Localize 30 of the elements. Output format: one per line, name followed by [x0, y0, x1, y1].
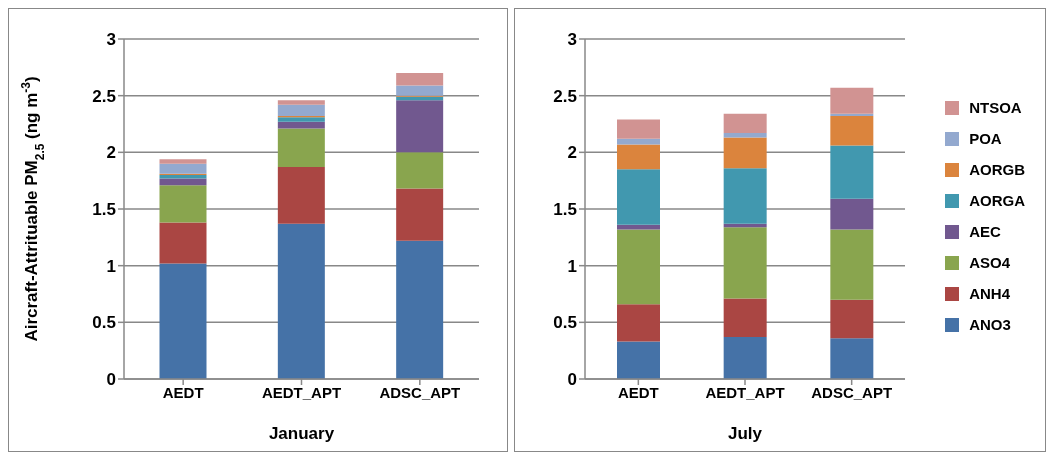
y-tick-label: 1.5	[553, 200, 577, 220]
y-tick-label: 1	[106, 256, 116, 276]
y-tick-label: 1	[567, 256, 577, 276]
x-axis-title: January	[268, 424, 335, 443]
legend-label: NTSOA	[969, 99, 1022, 116]
y-tick-label: 3	[106, 30, 116, 50]
legend-label: ANH4	[969, 285, 1010, 302]
y-tick-label: 2.5	[92, 86, 116, 106]
y-tick-label: 2	[106, 143, 116, 163]
x-tick-label: ADSC_APT	[379, 383, 461, 401]
y-tick-label: 3	[567, 30, 577, 50]
x-tick-label: AEDT	[617, 383, 659, 401]
legend-label: POA	[969, 130, 1002, 147]
legend-label: ANO3	[969, 316, 1011, 333]
y-tick-label: 1.5	[92, 200, 116, 220]
legend-label: AORGA	[969, 192, 1025, 209]
legend-label: AEC	[969, 223, 1001, 240]
x-tick-label: AEDT_APT	[705, 383, 785, 401]
y-tick-label: 0	[567, 370, 577, 390]
legend-label: ASO4	[969, 254, 1011, 271]
x-tick-label: ADSC_APT	[811, 383, 893, 401]
y-tick-label: 0	[106, 370, 116, 390]
legend-label: AORGB	[969, 161, 1025, 178]
y-tick-label: 2.5	[553, 86, 577, 106]
x-tick-label: AEDT_APT	[261, 383, 342, 401]
y-tick-label: 0.5	[92, 313, 116, 333]
x-tick-label: AEDT	[162, 383, 204, 401]
x-axis-title: July	[727, 424, 763, 443]
y-tick-label: 0.5	[553, 313, 577, 333]
y-tick-label: 2	[567, 143, 577, 163]
